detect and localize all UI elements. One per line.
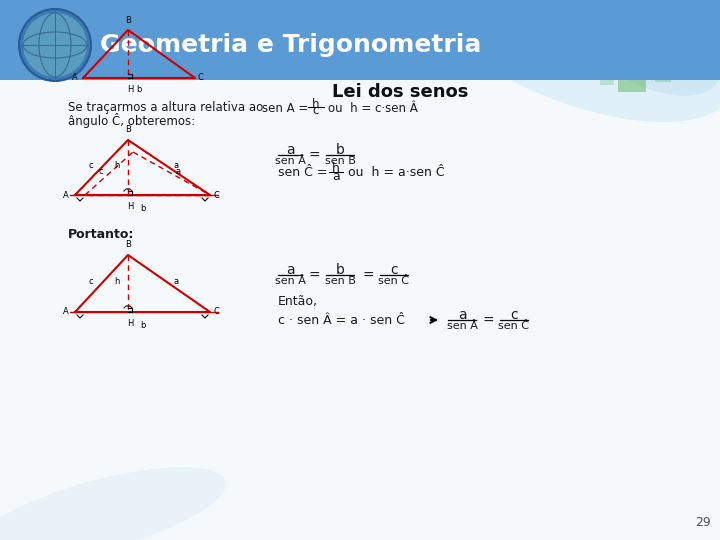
Text: a: a: [176, 166, 181, 176]
Text: C: C: [214, 307, 220, 316]
Text: a: a: [286, 143, 294, 157]
Text: sen Â: sen Â: [274, 276, 305, 286]
Text: Lei dos senos: Lei dos senos: [332, 83, 468, 101]
Bar: [0, 0, 720, 80]
Text: sen B̂: sen B̂: [325, 276, 356, 286]
Text: c: c: [99, 166, 103, 176]
Text: B: B: [125, 125, 131, 134]
Text: 29: 29: [695, 516, 711, 529]
Text: ângulo Ĉ, obteremos:: ângulo Ĉ, obteremos:: [68, 113, 195, 129]
Text: b: b: [336, 263, 344, 277]
Ellipse shape: [577, 0, 720, 96]
Circle shape: [19, 9, 91, 81]
Text: a: a: [286, 263, 294, 277]
Text: b: b: [140, 321, 145, 330]
Text: =: =: [308, 269, 320, 283]
Text: sen Ĉ: sen Ĉ: [379, 276, 410, 286]
Text: sen Ĉ: sen Ĉ: [498, 321, 529, 331]
Text: h: h: [114, 160, 120, 170]
Text: h: h: [312, 98, 320, 111]
Ellipse shape: [0, 467, 226, 540]
Text: h: h: [332, 161, 340, 174]
Text: sen Ĉ =: sen Ĉ =: [278, 165, 328, 179]
Text: a: a: [174, 160, 179, 170]
Text: c: c: [89, 276, 94, 286]
Text: c · sen Â = a · sen Ĉ: c · sen Â = a · sen Ĉ: [278, 314, 405, 327]
Text: Se traçarmos a altura relativa ao: Se traçarmos a altura relativa ao: [68, 102, 264, 114]
Text: a: a: [174, 276, 179, 286]
Text: a: a: [458, 308, 467, 322]
Text: B: B: [125, 240, 131, 249]
Text: =: =: [482, 314, 494, 328]
Text: b: b: [136, 85, 142, 94]
Text: a: a: [332, 171, 340, 184]
Text: Geometria e Trigonometria: Geometria e Trigonometria: [100, 33, 482, 57]
Bar: [655, 66, 671, 82]
Text: =: =: [308, 149, 320, 163]
Text: A: A: [63, 307, 69, 316]
Text: h: h: [114, 276, 120, 286]
Text: c: c: [390, 263, 398, 277]
Text: ou  h = c·sen Â: ou h = c·sen Â: [328, 102, 418, 114]
Text: B: B: [125, 16, 131, 25]
Text: c: c: [312, 105, 319, 118]
Text: Então,: Então,: [278, 295, 318, 308]
Text: sen Â: sen Â: [274, 156, 305, 166]
Bar: [618, 64, 646, 92]
Ellipse shape: [428, 0, 720, 122]
Text: H: H: [127, 319, 133, 328]
Text: H: H: [127, 202, 133, 211]
Text: c: c: [89, 160, 94, 170]
Text: sen B̂: sen B̂: [325, 156, 356, 166]
Text: A: A: [63, 191, 69, 199]
Text: c: c: [510, 308, 518, 322]
Bar: [600, 71, 614, 85]
Text: sen A =: sen A =: [262, 102, 308, 114]
Text: Portanto:: Portanto:: [68, 228, 135, 241]
Ellipse shape: [203, 0, 597, 76]
Text: b: b: [140, 204, 145, 213]
Text: C: C: [198, 73, 204, 83]
Text: H: H: [127, 85, 133, 94]
Text: =: =: [362, 269, 374, 283]
Text: C: C: [214, 191, 220, 199]
Text: b: b: [336, 143, 344, 157]
Text: ou  h = a·sen Ĉ: ou h = a·sen Ĉ: [348, 165, 445, 179]
Circle shape: [23, 13, 87, 77]
Text: sen Â: sen Â: [446, 321, 477, 331]
Text: A: A: [72, 73, 78, 83]
